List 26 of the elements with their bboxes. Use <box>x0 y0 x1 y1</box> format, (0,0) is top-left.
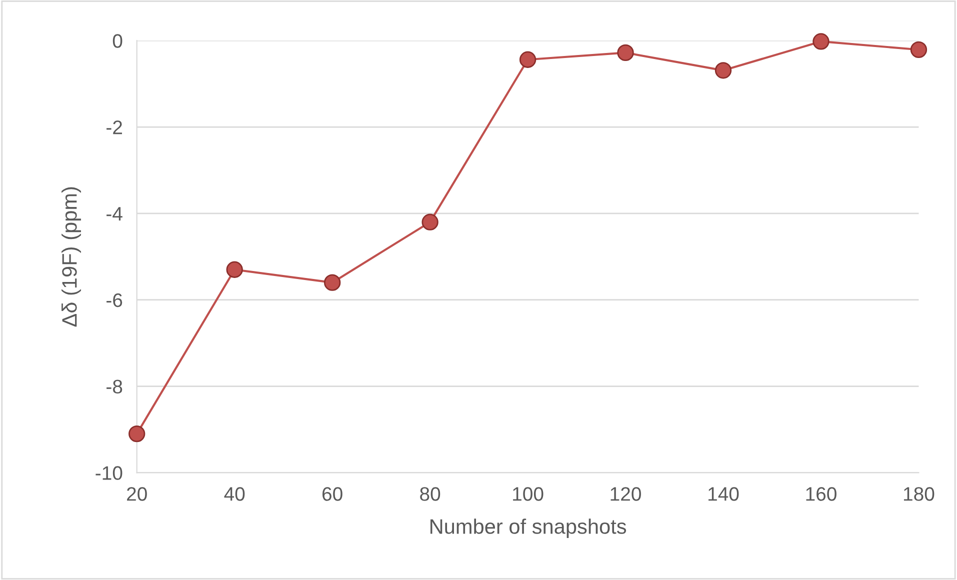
x-tick-label: 140 <box>708 487 739 501</box>
point <box>910 41 928 58</box>
y-tick-label: -2 <box>106 120 122 134</box>
point <box>226 261 243 278</box>
y-tick-label: -10 <box>96 466 122 480</box>
y-tick-label: 0 <box>112 34 122 48</box>
x-tick-label: 180 <box>904 487 934 501</box>
point <box>128 425 146 442</box>
x-axis-title: Number of snapshots <box>430 518 626 538</box>
x-tick-label: 20 <box>127 487 147 501</box>
point <box>324 274 341 291</box>
y-axis-title: Δδ (19F) (ppm) <box>62 187 81 327</box>
y-tick-label: -4 <box>106 207 122 220</box>
x-tick-label: 40 <box>224 487 245 501</box>
x-tick-label: 120 <box>610 487 641 501</box>
x-tick-label: 60 <box>322 487 342 501</box>
y-tick-label: -8 <box>106 380 122 394</box>
y-tick-label: -6 <box>106 293 122 308</box>
x-tick-label: 80 <box>420 487 440 501</box>
point <box>714 62 732 79</box>
point <box>422 214 438 230</box>
point <box>617 44 634 62</box>
x-tick-label: 160 <box>806 487 836 501</box>
point <box>519 51 536 68</box>
point <box>812 33 830 50</box>
x-tick-label: 100 <box>513 487 544 501</box>
